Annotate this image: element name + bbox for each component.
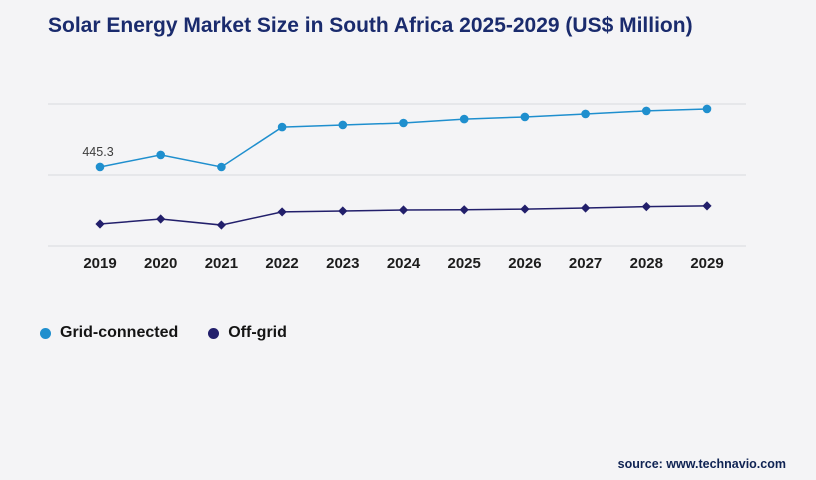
chart-canvas: 445.3 2019 2020 2021 2022 2023 2024 2025 2026 202… [48, 103, 746, 272]
legend: Grid-connected Off-grid [40, 324, 287, 342]
data-point-off-grid [581, 203, 591, 213]
data-point-grid-connected [399, 118, 408, 128]
x-axis-label: 2023 [326, 255, 359, 272]
data-point-off-grid [95, 219, 105, 229]
legend-label-grid-connected: Grid-connected [60, 324, 179, 341]
data-point-off-grid [641, 201, 651, 212]
data-point-grid-connected [277, 122, 287, 132]
data-point-grid-connected [338, 120, 348, 130]
x-axis-label: 2026 [508, 255, 541, 272]
data-point-grid-connected [217, 162, 226, 172]
data-label: 445.3 [82, 145, 113, 159]
data-point-off-grid [702, 201, 712, 211]
x-axis-label: 2020 [144, 255, 177, 272]
off-grid-marker-icon [208, 327, 220, 339]
legend-item-grid-connected: Grid-connected [40, 324, 178, 342]
x-axis-label: 2027 [569, 255, 602, 272]
legend-item-off-grid: Off-grid [208, 324, 287, 342]
data-point-off-grid [520, 204, 530, 214]
data-point-grid-connected [459, 114, 469, 124]
data-point-off-grid [338, 206, 348, 216]
data-point-off-grid [398, 205, 409, 215]
x-axis-label: 2019 [83, 255, 116, 272]
data-point-off-grid [156, 214, 166, 224]
data-point-grid-connected [642, 106, 651, 116]
data-point-off-grid [459, 205, 469, 215]
grid-connected-marker-icon [40, 327, 51, 339]
x-axis-label: 2028 [630, 255, 663, 272]
chart-title: Solar Energy Market Size in South Africa… [48, 14, 693, 37]
data-point-off-grid [277, 207, 287, 217]
data-point-grid-connected [581, 109, 590, 119]
x-axis-label: 2025 [448, 255, 481, 272]
series-line-grid-connected [99, 108, 708, 168]
x-axis-label: 2022 [265, 255, 298, 272]
data-point-grid-connected [156, 150, 165, 160]
legend-label-off-grid: Off-grid [228, 324, 287, 341]
data-point-off-grid [216, 220, 226, 230]
source-attribution: source: www.technavio.com [617, 457, 786, 471]
data-point-grid-connected [520, 112, 530, 122]
data-point-grid-connected [702, 104, 712, 114]
data-point-grid-connected [95, 162, 105, 172]
x-axis-label: 2029 [690, 255, 723, 272]
x-axis-label: 2021 [205, 255, 238, 272]
line-chart: 445.3 2019 2020 2021 2022 2023 2024 2025 2026 202… [0, 92, 816, 287]
x-axis-label: 2024 [387, 255, 421, 272]
